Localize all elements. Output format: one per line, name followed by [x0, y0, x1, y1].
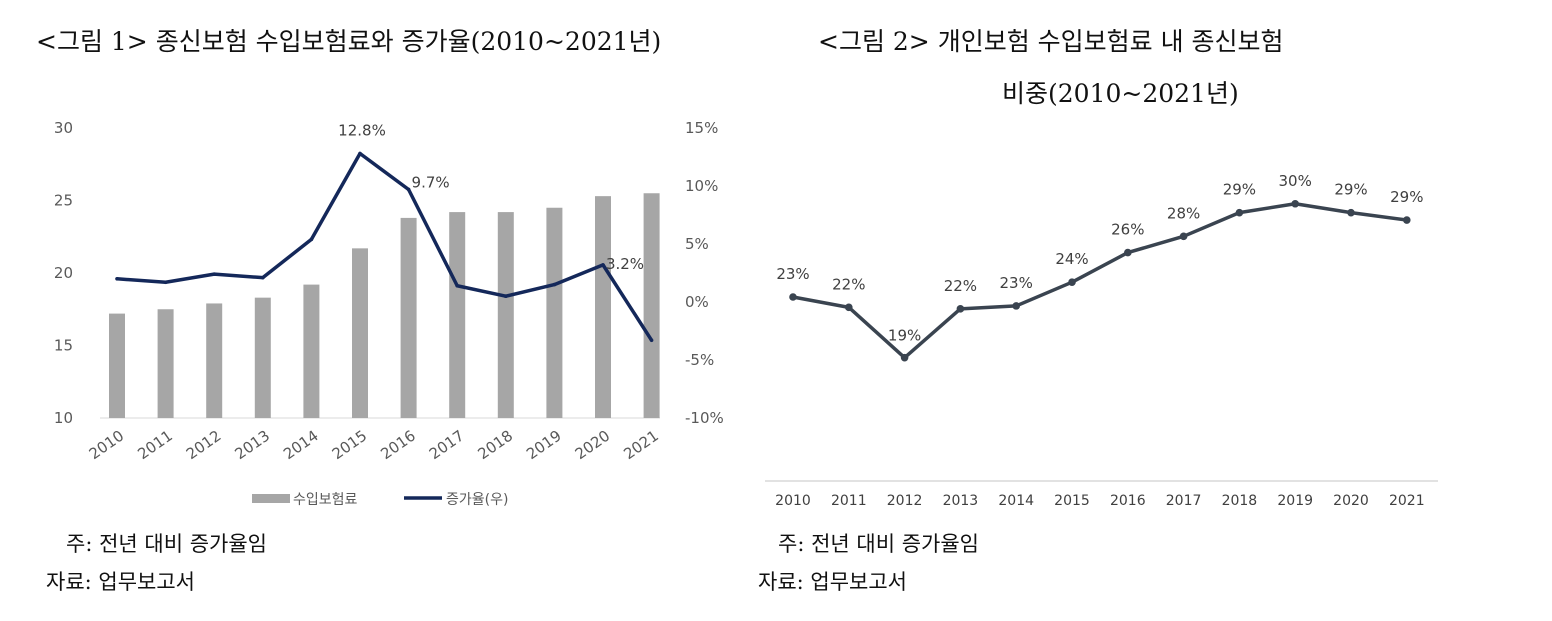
- left-axis-tick: 25: [54, 192, 73, 210]
- share-point: [789, 293, 797, 301]
- share-data-label: 22%: [832, 275, 865, 293]
- left-axis-tick: 20: [54, 264, 73, 282]
- share-point: [956, 305, 965, 313]
- right-axis-tick: 5%: [685, 235, 709, 253]
- share-point: [1403, 216, 1411, 224]
- share-point: [1347, 208, 1355, 217]
- x-axis-tick: 2016: [1110, 493, 1146, 509]
- bar-premium: [303, 284, 320, 418]
- figure2-title-line1: <그림 2> 개인보험 수입보험료 내 종신보험: [818, 27, 1284, 56]
- right-axis-tick: 0%: [685, 293, 709, 311]
- share-point: [1179, 232, 1188, 241]
- growth-data-label: 12.8%: [338, 122, 386, 140]
- growth-rate-point: [406, 187, 411, 192]
- left-axis-tick: 30: [54, 119, 73, 137]
- growth-data-label: 9.7%: [412, 173, 450, 191]
- growth-rate-point: [212, 272, 216, 276]
- x-axis-tick: 2018: [1222, 493, 1258, 509]
- x-axis-tick: 2015: [1054, 493, 1090, 509]
- bar-premium: [206, 303, 223, 418]
- share-data-label: 30%: [1279, 172, 1312, 190]
- x-axis-tick: 2014: [998, 493, 1034, 509]
- x-axis-tick: 2012: [887, 493, 923, 509]
- share-data-label: 29%: [1334, 181, 1367, 199]
- x-axis-tick: 2021: [1389, 493, 1425, 509]
- growth-rate-point: [504, 294, 508, 299]
- bar-premium: [449, 212, 466, 418]
- right-axis-tick: 15%: [685, 119, 718, 137]
- legend-swatch-premium: [252, 494, 290, 503]
- share-point: [1068, 278, 1076, 287]
- legend-label-growth: 증가율(우): [446, 492, 508, 508]
- right-axis-tick: -5%: [685, 351, 714, 369]
- figure1-source: 자료: 업무보고서: [46, 570, 195, 594]
- bar-premium: [497, 212, 514, 418]
- left-axis-tick: 10: [54, 409, 73, 427]
- growth-rate-point: [601, 263, 605, 267]
- x-axis-tick: 2017: [1166, 493, 1202, 509]
- growth-rate-point: [552, 282, 557, 287]
- share-point: [1291, 199, 1299, 208]
- share-data-label: 22%: [944, 277, 977, 295]
- figure2-note: 주: 전년 대비 증가율임: [778, 532, 979, 556]
- share-data-label: 24%: [1055, 250, 1088, 268]
- x-axis-tick: 2019: [1277, 493, 1313, 509]
- figure1-title: <그림 1> 종신보험 수입보험료와 증가율(2010~2021년): [36, 27, 662, 56]
- growth-rate-line: [116, 151, 654, 342]
- bar-premium: [595, 196, 611, 418]
- growth-rate-point: [649, 338, 654, 343]
- bar-premium: [157, 309, 174, 418]
- growth-data-label: 3.2%: [606, 255, 644, 273]
- bar-premium: [254, 297, 271, 418]
- x-axis-tick: 2020: [1333, 493, 1369, 509]
- right-axis-tick: 10%: [685, 177, 718, 195]
- share-point: [900, 353, 909, 362]
- share-data-label: 29%: [1223, 181, 1256, 199]
- x-axis-tick: 2010: [775, 493, 811, 509]
- right-axis-tick: -10%: [685, 409, 724, 427]
- share-line: [792, 202, 1408, 360]
- share-data-label: 23%: [1000, 274, 1033, 292]
- share-point: [1012, 302, 1020, 310]
- growth-rate-point: [115, 277, 119, 281]
- share-data-label: 26%: [1111, 221, 1144, 239]
- growth-rate-point: [309, 237, 314, 242]
- growth-rate-point: [358, 151, 362, 156]
- x-axis-tick: 2013: [943, 493, 979, 509]
- share-point: [845, 303, 853, 312]
- x-axis-tick: 2011: [831, 493, 867, 509]
- left-axis-tick: 15: [54, 337, 73, 355]
- share-data-label: 23%: [776, 265, 809, 283]
- share-data-label: 19%: [888, 327, 921, 345]
- share-data-label: 29%: [1390, 188, 1423, 206]
- bar-premium: [352, 248, 368, 418]
- figure2-source: 자료: 업무보고서: [758, 570, 907, 594]
- share-point: [1124, 248, 1132, 257]
- bar-premium: [643, 193, 660, 418]
- figure2-title-line2: 비중(2010~2021년): [1002, 79, 1239, 108]
- growth-rate-point: [455, 283, 460, 288]
- share-point: [1235, 208, 1244, 217]
- figure1-note: 주: 전년 대비 증가율임: [66, 532, 267, 556]
- legend-label-premium: 수입보험료: [293, 492, 358, 508]
- growth-rate-point: [261, 275, 265, 280]
- bar-premium: [109, 313, 125, 418]
- bar-premium: [546, 207, 563, 418]
- growth-rate-point: [163, 280, 168, 285]
- bar-premium: [400, 217, 417, 418]
- share-data-label: 28%: [1167, 204, 1200, 222]
